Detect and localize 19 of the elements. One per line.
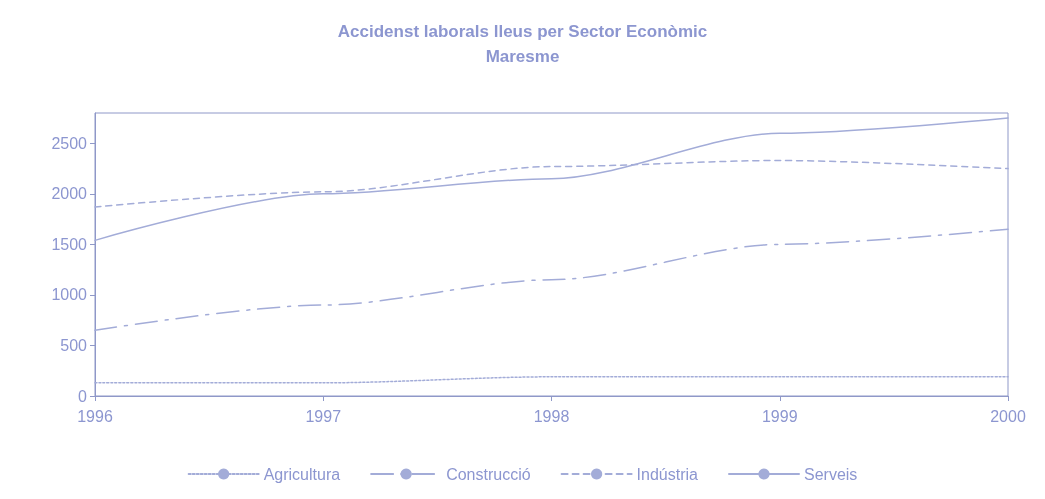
legend-label: Construcció bbox=[446, 465, 531, 483]
line-series bbox=[94, 117, 1009, 242]
y-tick-label: 1000 bbox=[51, 286, 88, 304]
y-tick-label: 2500 bbox=[51, 134, 88, 152]
y-tick-label: 2000 bbox=[51, 185, 88, 203]
y-tick-label: 500 bbox=[60, 336, 88, 354]
legend-label: Indústria bbox=[636, 465, 699, 483]
legend-label: Agricultura bbox=[263, 465, 341, 483]
line-series bbox=[94, 228, 1009, 332]
x-tick-label: 1997 bbox=[305, 407, 342, 425]
y-tick-label: 1500 bbox=[51, 235, 88, 253]
chart-subtitle: Maresme bbox=[485, 47, 560, 66]
x-tick-label: 1999 bbox=[761, 407, 798, 425]
legend-label: Serveis bbox=[803, 465, 858, 483]
x-tick-label: 1996 bbox=[77, 407, 113, 425]
x-tick-label: 1998 bbox=[533, 407, 570, 425]
y-tick-label: 0 bbox=[78, 387, 88, 405]
chart-title: Accidenst laborals lleus per Sector Econòmic bbox=[337, 22, 708, 41]
x-tick-label: 2000 bbox=[990, 407, 1026, 425]
